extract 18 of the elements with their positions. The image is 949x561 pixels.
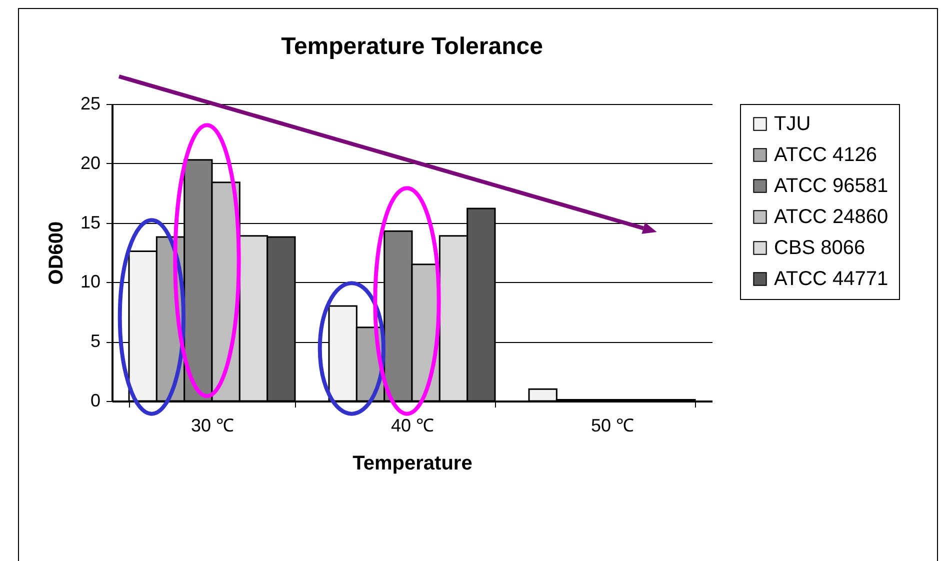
legend-label: CBS 8066 [774, 237, 866, 259]
x-tick-label: 50 ℃ [590, 416, 634, 436]
x-tick-label: 30 ℃ [190, 416, 234, 436]
legend-label: ATCC 96581 [774, 175, 888, 197]
legend-label: TJU [774, 113, 811, 135]
y-axis-title: OD600 [45, 221, 68, 285]
chart-title: Temperature Tolerance [281, 33, 543, 60]
y-tick-label: 0 [90, 390, 100, 410]
legend-label: ATCC 44771 [774, 268, 888, 290]
y-tick-label: 10 [80, 272, 100, 292]
y-tick-label: 20 [80, 152, 100, 173]
x-tick-label: 40 ℃ [390, 416, 434, 436]
y-tick-label: 15 [80, 212, 100, 232]
legend-label: ATCC 4126 [774, 144, 878, 166]
legend-label: ATCC 24860 [774, 206, 888, 228]
y-tick-label: 5 [90, 331, 100, 352]
y-tick-label: 25 [80, 94, 100, 114]
x-axis-title: Temperature [352, 452, 472, 474]
